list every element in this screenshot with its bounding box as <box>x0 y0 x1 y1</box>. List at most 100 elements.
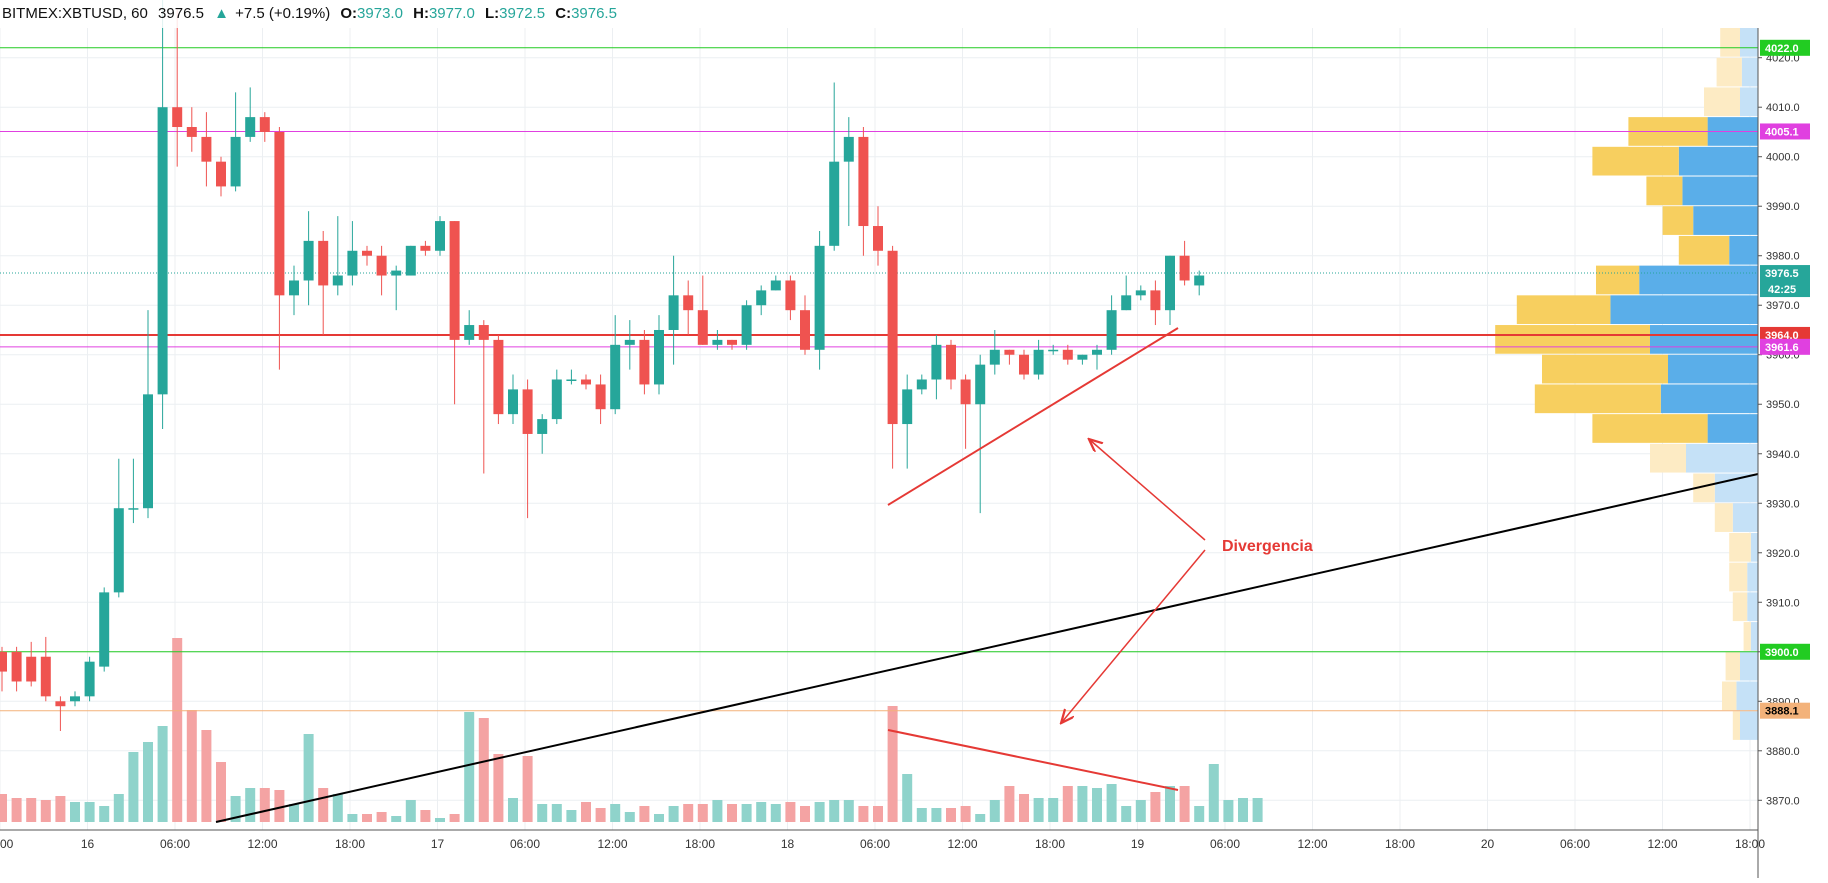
volume-bar <box>800 806 810 822</box>
volume-bar <box>362 814 372 822</box>
volume-bar <box>318 788 329 822</box>
vp-buy-bar <box>1693 206 1758 235</box>
time-tick-label: 12:00 <box>1647 837 1677 851</box>
vp-buy-bar <box>1729 235 1758 265</box>
time-tick-label: 18:00 <box>1035 837 1065 851</box>
candle-body <box>216 161 226 187</box>
volume-bar <box>420 810 431 822</box>
candle-body <box>40 656 51 697</box>
candle-body <box>785 280 796 311</box>
time-tick-label: 12:00 <box>947 837 977 851</box>
candle-body <box>230 136 241 187</box>
vp-buy-bar <box>1740 651 1758 681</box>
volume-bar <box>84 802 95 822</box>
candle-body <box>858 136 869 227</box>
volume-bar <box>201 730 212 822</box>
price-tick-label: 3980.0 <box>1766 251 1800 263</box>
open-value: 3973.0 <box>357 5 403 22</box>
candle-body <box>668 295 679 330</box>
level-price-tag <box>1760 338 1810 355</box>
candle-body <box>1121 295 1132 311</box>
low-label: L: <box>485 5 500 22</box>
volume-bar <box>610 804 621 822</box>
volume-bar <box>858 806 869 822</box>
volume-bar <box>989 800 1000 822</box>
candle-body <box>376 255 387 276</box>
volume-bar <box>668 806 679 822</box>
volume-bar <box>289 804 299 822</box>
candle-body <box>756 290 767 306</box>
volume-bar <box>975 814 986 822</box>
candle-body <box>654 329 664 385</box>
time-tick-label: 17 <box>431 837 445 851</box>
close-value: 3976.5 <box>571 5 617 22</box>
time-tick-label: 19 <box>1131 837 1145 851</box>
candle-body <box>873 226 883 251</box>
volume-bar <box>829 800 840 822</box>
price-tick-label: 3910.0 <box>1766 597 1800 609</box>
high-value: 3977.0 <box>428 5 475 22</box>
volume-bar <box>157 726 168 822</box>
vp-buy-bar <box>1682 176 1758 206</box>
candle-body <box>566 379 577 381</box>
candle-body <box>975 364 986 405</box>
volume-bar <box>741 804 752 822</box>
volume-bar <box>1121 806 1132 822</box>
vp-sell-bar <box>1720 28 1740 57</box>
price-tick-label: 3950.0 <box>1766 399 1800 411</box>
time-tick-label: 06:00 <box>860 837 890 851</box>
volume-bar <box>712 800 723 822</box>
trend-line <box>215 473 1759 823</box>
candle-body <box>624 339 635 345</box>
volume-bar <box>143 742 153 822</box>
time-tick-label: 16 <box>81 837 95 851</box>
candle-body <box>84 661 95 697</box>
level-price-tag <box>1760 702 1810 719</box>
time-tick-label: 00 <box>0 837 14 851</box>
candle-body <box>1150 290 1161 311</box>
symbol-label[interactable]: BITMEX:XBTUSD, 60 <box>2 5 148 22</box>
close-label: C: <box>555 5 572 22</box>
volume-bar <box>887 706 898 822</box>
candle-body <box>916 379 927 390</box>
candle-body <box>610 344 621 410</box>
vp-sell-bar <box>1743 622 1751 651</box>
candle-body <box>522 389 533 434</box>
vp-sell-bar <box>1716 57 1742 87</box>
vp-buy-bar <box>1707 414 1758 443</box>
candle-body <box>435 221 445 251</box>
candle-body <box>99 592 110 667</box>
vp-sell-bar <box>1693 473 1715 503</box>
volume-bar <box>595 808 606 822</box>
up-arrow-icon: ▲ <box>214 5 229 22</box>
time-tick-label: 18:00 <box>335 837 365 851</box>
candle-body <box>128 508 139 510</box>
arrow-to-volume <box>1062 549 1206 722</box>
time-tick-label: 06:00 <box>1210 837 1240 851</box>
volume-bar <box>1179 786 1190 822</box>
volume-bar <box>113 794 124 822</box>
volume-bar <box>946 808 956 822</box>
vp-buy-bar <box>1740 28 1758 57</box>
candle-body <box>712 339 723 345</box>
volume-bar <box>727 804 737 822</box>
volume-bar <box>639 806 650 822</box>
candle-body <box>595 384 606 410</box>
price-tick-label: 3880.0 <box>1766 746 1800 758</box>
time-tick-label: 06:00 <box>1560 837 1590 851</box>
volume-bar <box>435 818 445 822</box>
candle-body <box>245 117 256 137</box>
candle-body <box>814 245 825 350</box>
candle-body <box>1004 349 1015 355</box>
candle-body <box>1165 255 1175 311</box>
volume-bar <box>493 754 504 822</box>
volume-bar <box>40 800 51 822</box>
candle-body <box>0 651 7 672</box>
volume-bar <box>186 710 197 822</box>
high-label: H: <box>413 5 429 22</box>
candle-body <box>581 379 591 385</box>
candle-body <box>70 696 80 702</box>
candle-body <box>1179 255 1190 281</box>
